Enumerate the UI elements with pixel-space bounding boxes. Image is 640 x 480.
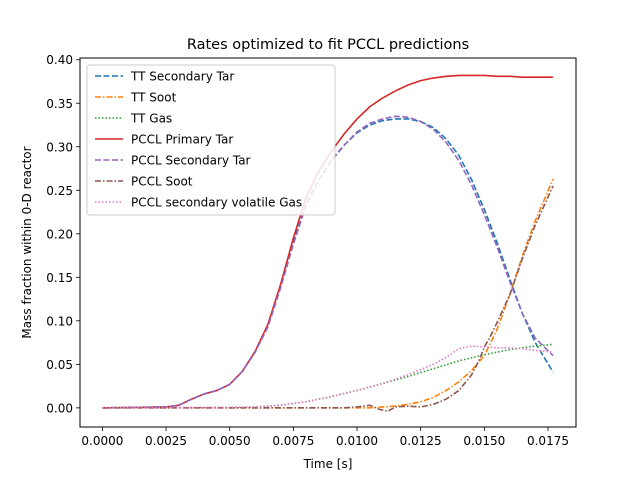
chart-title: Rates optimized to fit PCCL predictions [187, 37, 469, 53]
y-tick-label: 0.10 [46, 314, 73, 328]
x-tick-label: 0.0100 [336, 434, 378, 448]
y-tick-label: 0.25 [46, 184, 73, 198]
legend-label-tt-soot: TT Soot [130, 91, 177, 105]
y-tick-label: 0.15 [46, 271, 73, 285]
x-tick-label: 0.0050 [209, 434, 251, 448]
legend-label-pccl-secondary-volatile-gas: PCCL secondary volatile Gas [131, 196, 302, 210]
y-tick-label: 0.30 [46, 140, 73, 154]
x-tick-label: 0.0125 [400, 434, 442, 448]
y-tick-label: 0.05 [46, 358, 73, 372]
axes-frame [79, 57, 577, 428]
x-tick-label: 0.0175 [527, 434, 569, 448]
y-tick-label: 0.40 [46, 53, 73, 67]
y-tick-label: 0.00 [46, 401, 73, 415]
x-axis-ticks: 0.0000 0.0025 0.0050 0.0075 0.0100 0.0125 0.01… [81, 427, 569, 448]
legend-label-pccl-soot: PCCL Soot [131, 175, 193, 189]
legend: TT Secondary Tar TT Soot TT Gas PCCL Primar… [86, 64, 336, 216]
x-tick-label: 0.0150 [463, 434, 505, 448]
x-tick-label: 0.0075 [272, 434, 314, 448]
legend-box [86, 64, 336, 216]
x-tick-label: 0.0025 [145, 434, 187, 448]
legend-label-pccl-primary-tar: PCCL Primary Tar [131, 133, 233, 147]
legend-label-tt-secondary-tar: TT Secondary Tar [130, 70, 234, 84]
x-axis-label: Time [s] [303, 457, 353, 471]
series-line-pccl-soot [102, 185, 554, 413]
plot-lines [102, 74, 554, 413]
legend-label-tt-gas: TT Gas [130, 112, 172, 126]
legend-label-pccl-secondary-tar: PCCL Secondary Tar [131, 154, 251, 168]
y-tick-label: 0.20 [46, 227, 73, 241]
series-line-pccl-secondary-volatile-gas [102, 345, 554, 409]
y-tick-label: 0.35 [46, 97, 73, 111]
series-line-pccl-secondary-tar [102, 115, 554, 409]
x-tick-label: 0.0000 [81, 434, 123, 448]
y-axis-label: Mass fraction within 0-D reactor [20, 146, 34, 338]
y-axis-ticks: 0.00 0.05 0.10 0.15 0.20 0.25 0.30 0.35 0.40 [46, 53, 80, 415]
